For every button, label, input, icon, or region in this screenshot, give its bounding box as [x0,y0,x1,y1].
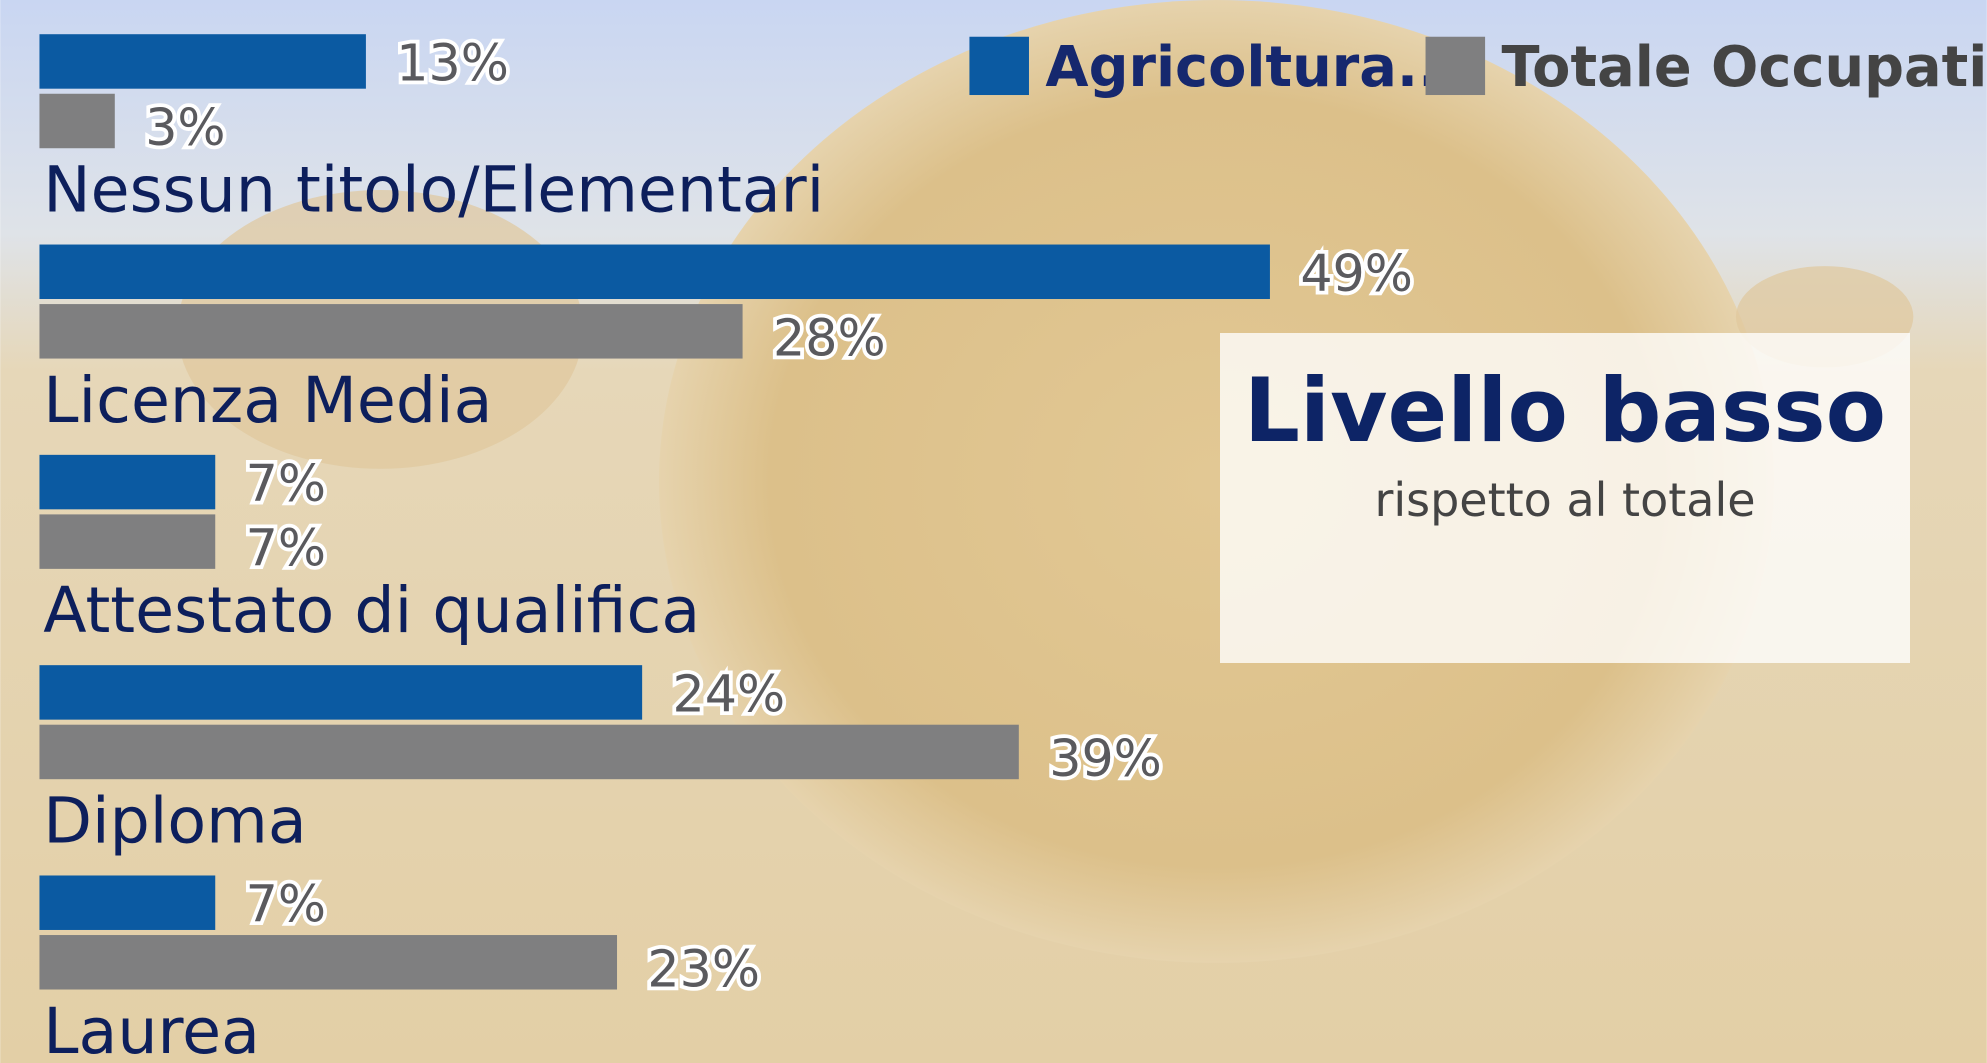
category-label: Laurea [43,994,260,1063]
bar [39,665,642,719]
bar [39,514,215,568]
category-label: Attestato di qualifica [43,573,700,647]
bar [39,875,215,929]
annotation-subtitle: rispetto al totale [1220,473,1910,527]
value-label: 7% [246,454,326,513]
value-label: 28% [773,308,886,367]
value-label: 3% [145,98,225,157]
legend-label: Totale Occupati [1502,35,1987,100]
bar [39,455,215,509]
value-label: 23% [647,939,760,998]
category-label: Licenza Media [43,363,492,437]
bar [39,245,1269,299]
value-label: 24% [673,664,786,723]
category-label: Nessun titolo/Elementari [43,153,824,227]
value-label: 13% [396,33,509,92]
legend-label: Agricoltura.. [1045,35,1439,100]
bar [39,304,742,358]
legend-swatch [969,37,1029,95]
page: 13% 3%Nessun titolo/Elementari 49% 28% Licen… [0,0,1987,1063]
bar [39,725,1018,779]
bar [39,34,365,88]
legend-swatch [1426,37,1486,95]
value-label: 7% [246,519,326,578]
bar [39,935,617,989]
value-label: 39% [1049,729,1162,788]
bar [39,94,114,148]
category-label: Diploma [43,784,306,858]
value-label: 49% [1300,244,1413,303]
value-label: 7% [246,875,326,934]
annotation-box: Livello basso rispetto al totale [1220,333,1910,663]
annotation-title: Livello basso [1220,353,1910,469]
